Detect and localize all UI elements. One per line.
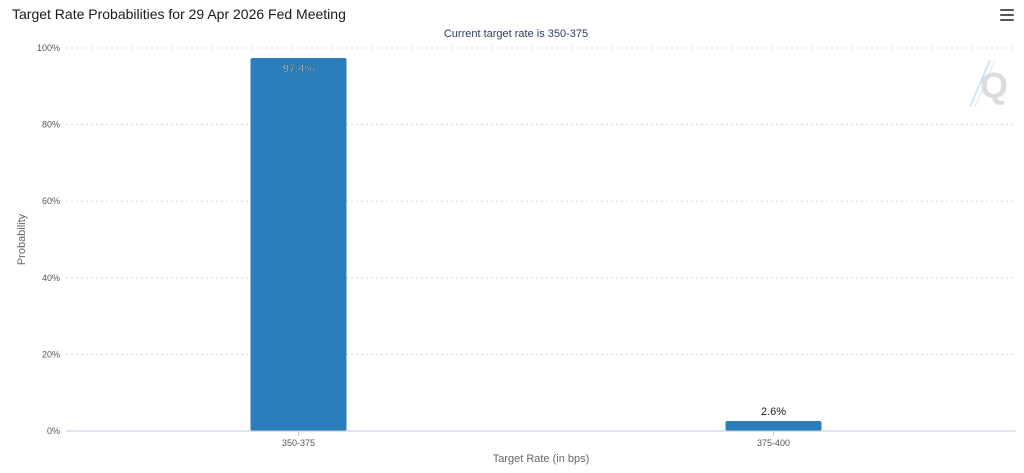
- y-tick-label: 40%: [42, 273, 60, 283]
- chart-title: Target Rate Probabilities for 29 Apr 202…: [12, 6, 346, 22]
- hamburger-menu-icon[interactable]: [1000, 9, 1014, 21]
- grid-lines: [66, 47, 1016, 355]
- bar[interactable]: [250, 57, 347, 431]
- y-tick-label: 100%: [37, 43, 60, 53]
- x-axis-label: Target Rate (in bps): [493, 453, 590, 465]
- watermark-text: Q: [980, 65, 1008, 106]
- data-label: 2.6%: [761, 406, 786, 418]
- y-tick-label: 60%: [42, 196, 60, 206]
- x-axis-ticks: 350-375 375-400: [282, 431, 790, 448]
- y-tick-label: 0%: [47, 426, 60, 436]
- bars: 97.4% 2.6%: [250, 57, 822, 431]
- x-tick-label: 350-375: [282, 438, 315, 448]
- quikstrike-logo-icon: Q: [969, 59, 1008, 108]
- y-tick-label: 80%: [42, 120, 60, 130]
- bar[interactable]: [725, 421, 822, 431]
- y-axis-label: Probability: [16, 213, 28, 265]
- y-tick-label: 20%: [42, 349, 60, 359]
- x-tick-label: 375-400: [757, 438, 790, 448]
- chart-subtitle: Current target rate is 350-375: [444, 28, 588, 40]
- y-axis-ticks: 0% 20% 40% 60% 80% 100%: [37, 43, 60, 436]
- data-label: 97.4%: [283, 63, 314, 75]
